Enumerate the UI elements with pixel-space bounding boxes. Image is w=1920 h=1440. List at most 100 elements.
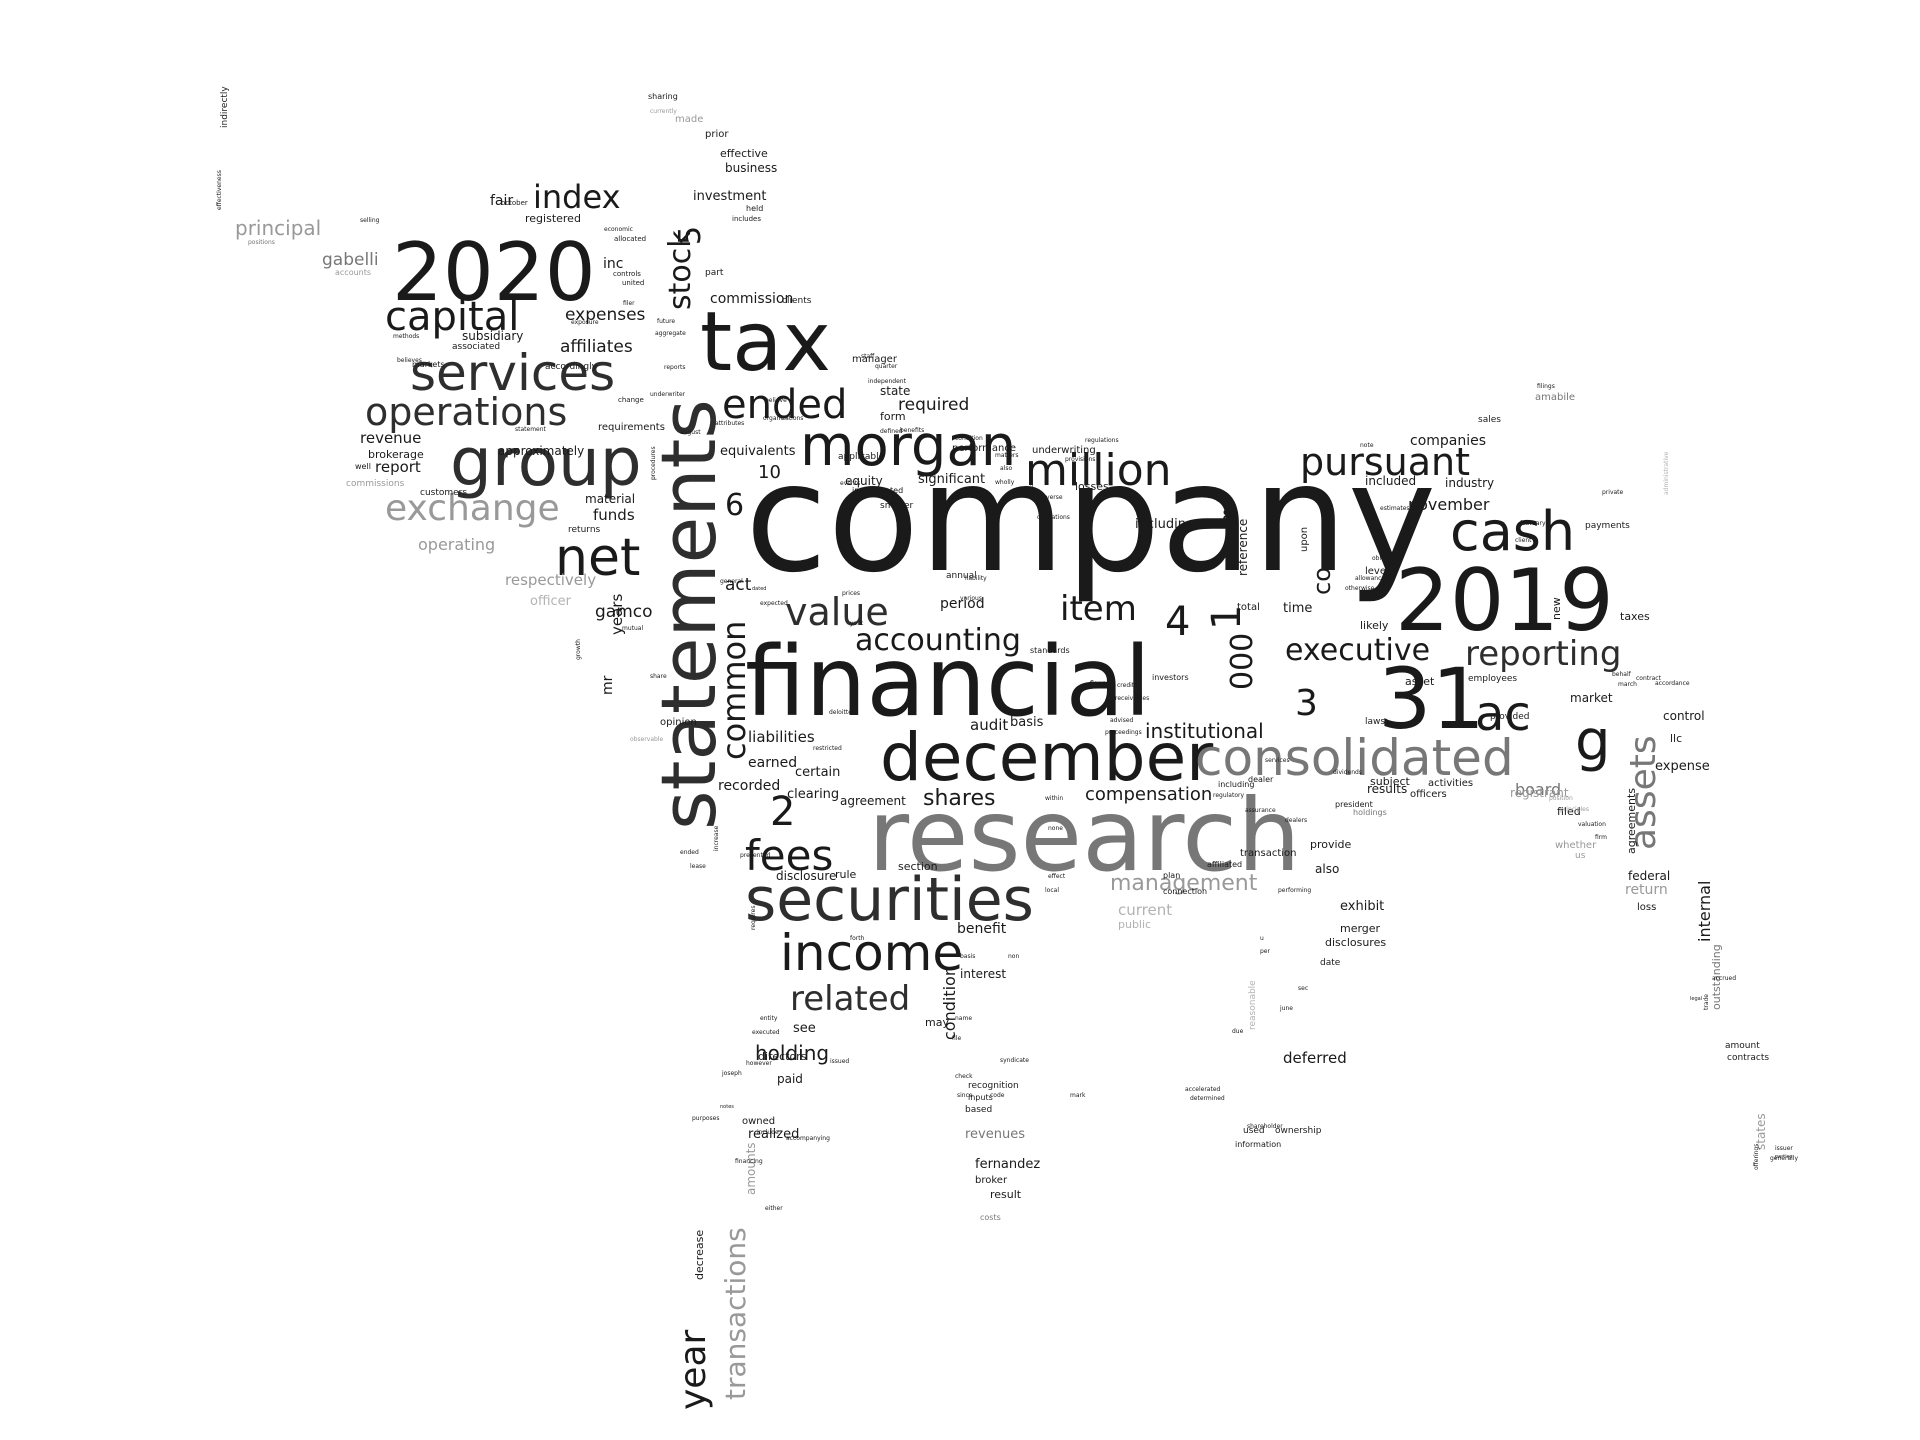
word-officers: officers — [1410, 789, 1447, 800]
word-activities: activities — [1428, 778, 1473, 789]
word-independent: independent — [868, 378, 907, 385]
word-contract: contract — [1636, 675, 1662, 682]
word-institutional: institutional — [1145, 719, 1264, 743]
word-note: note — [1360, 442, 1374, 449]
word-company: company — [745, 432, 1436, 606]
word-consolidated: consolidated — [1195, 729, 1514, 787]
word-owned: owned — [742, 1116, 775, 1127]
word-believe: believe — [765, 397, 787, 404]
word-statements: statements — [644, 399, 733, 830]
word-clients: clients — [782, 296, 812, 306]
word-disclosure: disclosure — [776, 869, 836, 883]
word-transaction: transaction — [1240, 848, 1297, 859]
word-pursuant: pursuant — [1300, 440, 1470, 484]
word-future: future — [657, 318, 675, 325]
word-customers: customers — [420, 488, 467, 498]
word-october: october — [501, 199, 528, 207]
word-paid: paid — [777, 1072, 803, 1086]
word-companies: companies — [1410, 433, 1486, 449]
word-executive: executive — [1285, 633, 1430, 668]
word-indirectly: indirectly — [220, 86, 230, 128]
word-transactions: transactions — [719, 1227, 752, 1400]
word-held: held — [746, 204, 763, 213]
word-aggregate: aggregate — [655, 330, 686, 337]
word-obligations: obligations — [1037, 514, 1070, 521]
word-co: co — [1308, 567, 1336, 595]
word-ended: ended — [722, 382, 847, 428]
word-liabilities: liabilities — [748, 728, 815, 746]
word-accrued: accrued — [1712, 975, 1736, 982]
word-sales: sales — [1478, 415, 1501, 425]
word-basis: basis — [960, 953, 975, 960]
word-position: position — [1549, 795, 1573, 802]
word-positions: positions — [248, 239, 275, 246]
word-connection: connection — [1163, 887, 1207, 896]
word-audit: audit — [970, 716, 1008, 734]
word-expense: expense — [1655, 759, 1710, 774]
word-investment: investment — [693, 189, 766, 204]
word-exchange: exchange — [385, 488, 560, 529]
word-client: client — [1515, 537, 1532, 544]
word-requires: requires — [750, 906, 757, 930]
word-reports: reports — [664, 364, 685, 371]
word-associated: associated — [452, 342, 500, 352]
word-president: president — [1335, 800, 1373, 809]
word-agreement: agreement — [840, 794, 906, 808]
word-8: 8 — [1222, 506, 1233, 527]
word-years: years — [608, 594, 626, 635]
word-2020: 2020 — [392, 226, 596, 319]
word-various: various — [960, 595, 982, 602]
word-dated: dated — [752, 586, 766, 592]
word-operations: operations — [365, 390, 567, 434]
word-year: year — [673, 1329, 714, 1410]
word-change: change — [618, 396, 644, 404]
word-principles: principles — [1560, 806, 1589, 813]
word-item: item — [1060, 589, 1137, 629]
word-new: new — [1550, 597, 1563, 620]
word-section: section — [898, 860, 938, 873]
word-economic: economic — [604, 226, 633, 233]
word-none: none — [1048, 825, 1063, 832]
word-manager: manager — [852, 354, 898, 365]
word-valuation: valuation — [1578, 821, 1606, 828]
word-sharing: sharing — [648, 92, 678, 101]
word-deloitte: deloitte — [829, 709, 852, 716]
word-cash: cash — [1450, 500, 1575, 563]
word-advised: advised — [1110, 717, 1134, 724]
word-allowance: allowance — [1355, 575, 1385, 582]
word-gamco: gamco — [595, 602, 653, 622]
word-loss: loss — [1637, 902, 1656, 913]
word-accounting: accounting — [855, 623, 1021, 658]
word-recognition: recognition — [968, 1081, 1019, 1091]
word-fair: fair — [490, 193, 513, 209]
word-form: form — [880, 410, 906, 423]
word-april: april — [1020, 485, 1034, 492]
word-recorded: recorded — [718, 778, 780, 794]
word-assets: assets — [1623, 735, 1664, 850]
word-shareholder: shareholder — [1247, 1123, 1283, 1130]
word-internal: internal — [1695, 881, 1714, 942]
word-methods: methods — [393, 333, 419, 340]
word-otherwise: otherwise — [1345, 585, 1375, 592]
word-effect: effect — [1048, 873, 1066, 880]
word-revenue: revenue — [360, 429, 421, 447]
word-operating: operating — [418, 535, 495, 554]
word-effectiveness: effectiveness — [216, 170, 223, 210]
word-estimates: estimates — [1380, 505, 1410, 512]
word-return: return — [1625, 882, 1668, 898]
word-control: control — [1663, 709, 1705, 723]
word-officer: officer — [530, 594, 572, 609]
word-file: file — [952, 1035, 961, 1042]
word-sec: sec — [1298, 985, 1308, 992]
word-inputs: inputs — [968, 1093, 993, 1102]
word-executed: executed — [752, 1029, 780, 1036]
word-earned: earned — [748, 755, 797, 771]
word-proceedings: proceedings — [1105, 729, 1142, 736]
word-ownership: ownership — [1275, 1126, 1322, 1136]
word-private: private — [1602, 489, 1624, 496]
word-prices: prices — [842, 590, 860, 597]
word-disclosures: disclosures — [1325, 936, 1386, 949]
word-respectively: respectively — [505, 571, 596, 589]
word-date: date — [1320, 958, 1341, 968]
